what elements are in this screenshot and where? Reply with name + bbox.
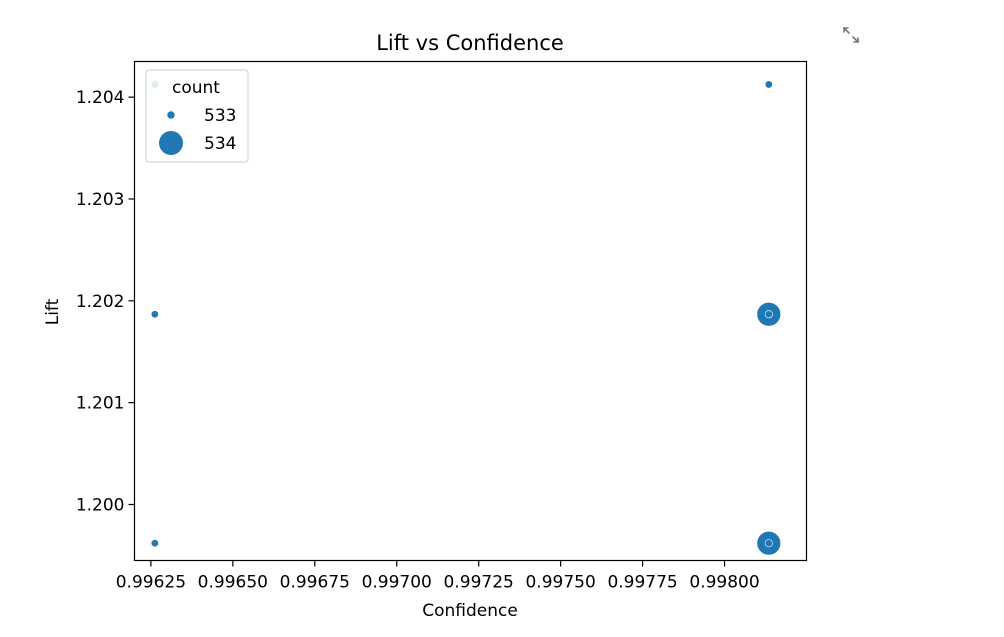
scatter-point-count-533 bbox=[764, 539, 773, 548]
size-legend: count 533 534 bbox=[145, 69, 249, 163]
expand-icon bbox=[843, 27, 859, 43]
legend-label-533: 533 bbox=[204, 106, 236, 126]
y-tick-label: 1.201 bbox=[76, 394, 125, 414]
plot-area-frame bbox=[133, 60, 808, 562]
scatter-point-count-533 bbox=[150, 539, 159, 548]
scatter-point-count-533 bbox=[150, 310, 159, 319]
x-axis-ticks: 0.99625 0.99650 0.99675 0.99700 0.99725 0.997… bbox=[116, 560, 760, 593]
x-tick-label: 0.99800 bbox=[689, 573, 759, 593]
scatter-point-count-533 bbox=[764, 80, 773, 89]
x-axis-label: Confidence bbox=[422, 601, 518, 621]
legend-label-534: 534 bbox=[204, 134, 236, 154]
x-tick-label: 0.99625 bbox=[116, 573, 186, 593]
x-tick-label: 0.99750 bbox=[525, 573, 595, 593]
y-tick-label: 1.200 bbox=[76, 495, 125, 515]
scatter-point-count-533 bbox=[764, 310, 773, 319]
y-tick-label: 1.204 bbox=[76, 88, 125, 108]
x-tick-label: 0.99675 bbox=[280, 573, 350, 593]
x-tick-label: 0.99650 bbox=[198, 573, 268, 593]
legend-marker-534 bbox=[159, 131, 183, 155]
legend-marker-533 bbox=[167, 111, 175, 119]
y-tick-label: 1.203 bbox=[76, 190, 125, 210]
x-tick-label: 0.99700 bbox=[362, 573, 432, 593]
x-tick-label: 0.99725 bbox=[444, 573, 514, 593]
y-axis-label: Lift bbox=[43, 298, 63, 325]
x-tick-label: 0.99775 bbox=[607, 573, 677, 593]
y-tick-label: 1.202 bbox=[76, 292, 125, 312]
legend-title: count bbox=[172, 78, 220, 98]
y-axis-ticks: 1.200 1.201 1.202 1.203 1.204 bbox=[76, 88, 135, 515]
expand-button[interactable] bbox=[840, 24, 862, 46]
chart-title: Lift vs Confidence bbox=[376, 31, 564, 55]
